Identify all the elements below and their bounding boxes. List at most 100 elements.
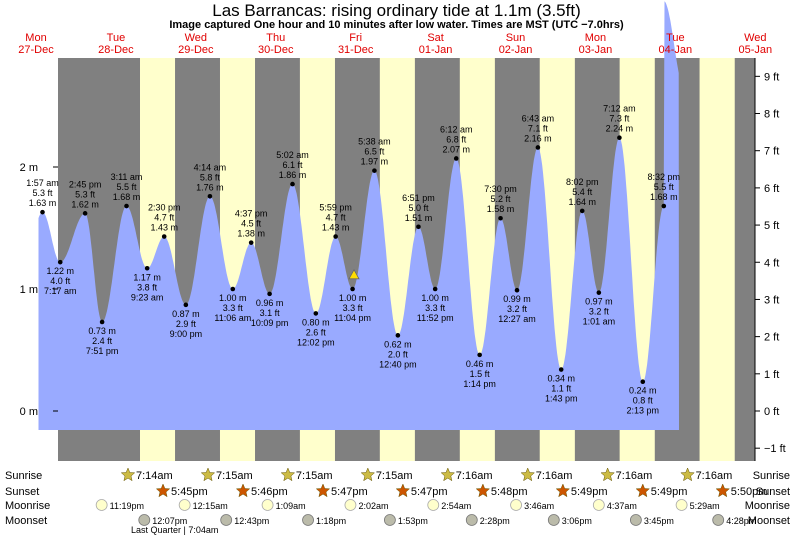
low-tide-feet: 3.3 ft <box>425 303 446 313</box>
high-tide-point <box>579 208 585 214</box>
low-tide-meters: 1.00 m <box>421 293 449 303</box>
sunrise-star-icon <box>520 467 536 482</box>
moonrise-icon <box>178 499 191 511</box>
low-tide-point <box>183 302 189 308</box>
low-tide-point <box>313 311 319 316</box>
low-tide-time: 1:14 pm <box>463 379 496 389</box>
moonrise-icon <box>261 499 274 511</box>
moonrise-icon <box>675 499 688 511</box>
high-tide-time: 3:11 am <box>111 172 143 182</box>
high-tide-meters: 1.43 m <box>150 223 178 233</box>
left-axis-label: 0 m <box>20 406 38 418</box>
high-tide-feet: 5.5 ft <box>654 182 675 192</box>
high-tide-meters: 1.86 m <box>279 170 307 180</box>
high-tide-feet: 5.4 ft <box>572 187 593 197</box>
right-axis-label: −1 ft <box>764 443 786 455</box>
moonrise-time: 2:02am <box>358 501 388 511</box>
high-tide-meters: 1.62 m <box>71 199 99 209</box>
high-tide-feet: 5.2 ft <box>491 194 512 204</box>
low-tide-time: 2:13 pm <box>627 406 660 416</box>
left-axis-label: 2 m <box>20 162 38 174</box>
moonrise-time: 11:19pm <box>110 501 144 511</box>
high-tide-point <box>617 135 622 141</box>
high-tide-time: 5:38 am <box>358 137 391 147</box>
high-tide-point <box>82 211 88 216</box>
high-tide-point <box>124 203 129 209</box>
high-tide-point <box>416 224 421 230</box>
sunrise-time: 7:14am <box>136 470 173 482</box>
low-tide-feet: 3.1 ft <box>260 308 281 318</box>
high-tide-meters: 1.68 m <box>650 192 678 202</box>
high-tide-meters: 1.43 m <box>322 223 350 233</box>
sunrise-star-icon <box>680 467 695 482</box>
moonset-icon <box>712 514 725 526</box>
right-axis-label: 3 ft <box>764 294 779 306</box>
low-tide-time: 9:00 pm <box>170 329 203 339</box>
left-axis-label: 1 m <box>20 284 38 296</box>
day-name: Thu <box>266 32 285 44</box>
high-tide-feet: 6.1 ft <box>283 160 304 170</box>
day-date: 02-Jan <box>499 44 533 56</box>
sunset-time: 5:48pm <box>491 486 528 498</box>
low-tide-meters: 0.97 m <box>585 297 613 307</box>
high-tide-meters: 1.51 m <box>405 213 433 223</box>
low-tide-meters: 0.99 m <box>503 294 531 304</box>
high-tide-point <box>333 234 338 239</box>
chart-subtitle: Image captured One hour and 10 minutes a… <box>169 19 624 31</box>
low-tide-feet: 2.4 ft <box>92 336 113 346</box>
high-tide-feet: 5.5 ft <box>117 182 138 192</box>
high-tide-time: 5:02 am <box>276 150 309 160</box>
day-date: 04-Jan <box>659 44 693 56</box>
moonset-icon <box>547 514 560 526</box>
moonset-icon <box>384 514 396 526</box>
day-name: Sun <box>506 32 526 44</box>
moonset-time: 3:06pm <box>562 516 592 526</box>
day-date: 03-Jan <box>579 44 613 56</box>
low-tide-meters: 1.00 m <box>219 293 247 303</box>
low-tide-feet: 3.3 ft <box>223 303 244 313</box>
sunset-star-icon <box>315 483 331 498</box>
high-tide-time: 4:14 am <box>194 162 227 172</box>
low-tide-point <box>432 286 438 292</box>
low-tide-point <box>57 259 63 265</box>
high-tide-point <box>207 193 213 199</box>
day-name: Tue <box>666 32 685 44</box>
moonrise-time: 1:09am <box>276 501 306 511</box>
moonset-icon <box>629 514 642 526</box>
moonset-time: 12:43pm <box>234 516 269 526</box>
low-tide-time: 12:02 pm <box>297 337 335 347</box>
day-date: 28-Dec <box>98 44 134 56</box>
current-tide-marker <box>348 268 360 280</box>
sunset-star-icon <box>475 483 491 498</box>
right-axis-label: 9 ft <box>764 71 779 83</box>
moonset-time: 3:45pm <box>644 516 674 526</box>
high-tide-feet: 6.8 ft <box>446 134 467 144</box>
high-tide-time: 8:32 pm <box>648 172 681 182</box>
moon-phase-label: Last Quarter | 7:04am <box>131 525 218 535</box>
right-axis-label: 2 ft <box>764 332 779 344</box>
day-date: 30-Dec <box>258 44 294 56</box>
high-tide-feet: 6.5 ft <box>364 147 385 157</box>
day-date: 01-Jan <box>419 44 453 56</box>
high-tide-feet: 4.7 ft <box>326 213 347 223</box>
sunrise-star-icon <box>600 467 615 482</box>
day-name: Tue <box>107 32 126 44</box>
sunset-star-icon <box>395 483 411 498</box>
right-axis-label: 5 ft <box>764 220 779 232</box>
sunrise-time: 7:16am <box>456 470 493 482</box>
sunrise-time: 7:15am <box>376 470 413 482</box>
high-tide-feet: 7.3 ft <box>609 114 630 124</box>
day-name: Fri <box>349 32 362 44</box>
low-tide-feet: 2.9 ft <box>176 319 197 329</box>
high-tide-meters: 1.64 m <box>568 197 596 207</box>
sunset-time: 5:47pm <box>331 486 368 498</box>
low-tide-feet: 0.8 ft <box>633 396 654 406</box>
high-tide-meters: 2.16 m <box>524 133 552 143</box>
right-axis-label: 6 ft <box>764 183 779 195</box>
low-tide-feet: 1.1 ft <box>551 384 572 394</box>
sunrise-time: 7:16am <box>696 470 733 482</box>
moonrise-time: 12:15am <box>193 501 228 511</box>
low-tide-feet: 3.8 ft <box>137 282 158 292</box>
sunrise-star-icon <box>360 467 376 482</box>
moonset-time: 1:18pm <box>316 516 346 526</box>
